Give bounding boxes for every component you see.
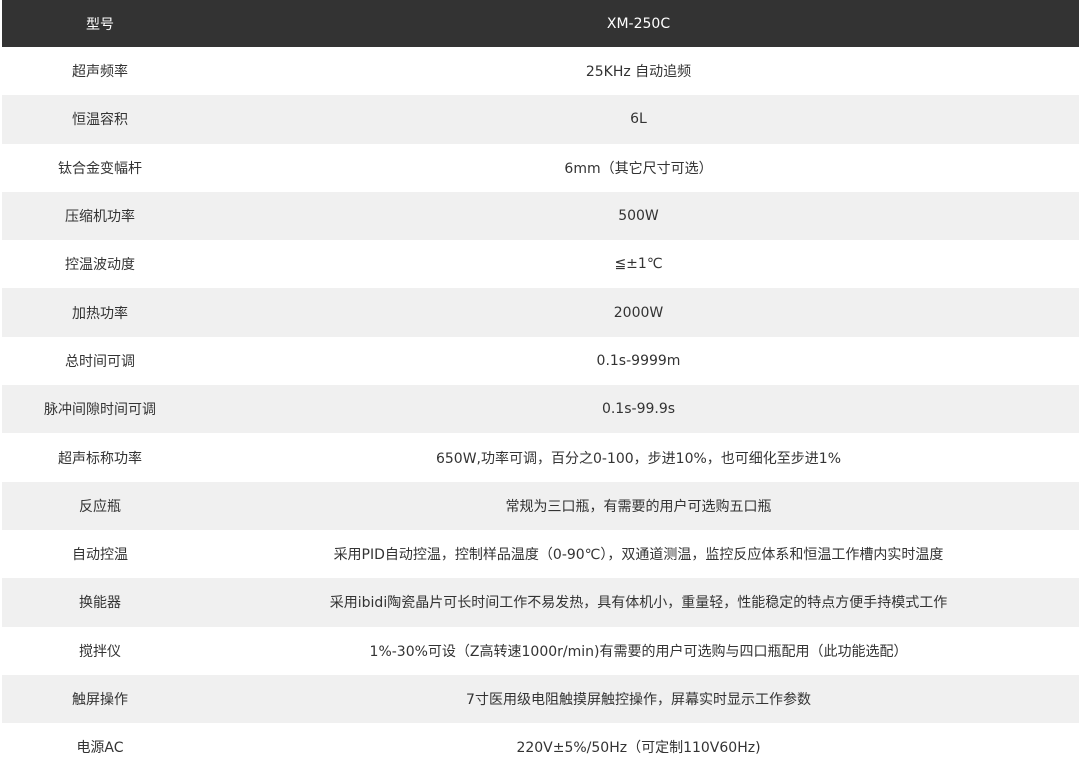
table-row: 换能器 采用ibidi陶瓷晶片可长时间工作不易发热，具有体机小，重量轻，性能稳定的… xyxy=(2,578,1079,627)
row-value: 0.1s-99.9s xyxy=(198,385,1079,434)
row-label: 反应瓶 xyxy=(2,481,198,530)
row-label: 超声频率 xyxy=(72,64,128,81)
row-label: 控温波动度 xyxy=(65,257,135,274)
table-row: 反应瓶 常规为三口瓶，有需要的用户可选购五口瓶 xyxy=(2,481,1079,530)
row-label: 搅拌仪 xyxy=(79,643,121,660)
table-row: 脉冲间隙时间可调 0.1s-99.9s xyxy=(2,385,1079,434)
table-row: 压缩机功率 500W xyxy=(2,191,1079,241)
table-row: 加热功率 2000W xyxy=(2,288,1079,337)
table-row: 超声频率 25KHz 自动追频 xyxy=(2,47,1079,95)
row-label: 恒温容积 xyxy=(2,95,198,144)
row-label: 压缩机功率 xyxy=(2,191,198,241)
row-value: 1%-30%可设（Z高转速1000r/min)有需要的用户可选购与四口瓶配用（此… xyxy=(369,643,908,660)
row-value: 6mm（其它尺寸可选） xyxy=(564,160,713,177)
row-value: 2000W xyxy=(198,288,1079,337)
row-value: ≦±1℃ xyxy=(614,256,663,273)
table-row: 钛合金变幅杆 6mm（其它尺寸可选） xyxy=(2,144,1079,192)
row-label: 超声标称功率 xyxy=(58,450,142,467)
table-row: 恒温容积 6L xyxy=(2,95,1079,144)
row-label: 触屏操作 xyxy=(2,674,198,724)
row-label: 电源AC xyxy=(76,740,124,757)
row-value: 6L xyxy=(198,95,1079,144)
row-value: 采用ibidi陶瓷晶片可长时间工作不易发热，具有体机小，重量轻，性能稳定的特点方… xyxy=(198,578,1079,627)
row-label: 自动控温 xyxy=(72,547,128,564)
table-body: 超声频率 25KHz 自动追频恒温容积 6L 钛合金变幅杆 6mm（其它尺寸可选） 压缩机… xyxy=(2,47,1079,771)
row-label: 换能器 xyxy=(2,578,198,627)
row-label: 脉冲间隙时间可调 xyxy=(2,385,198,434)
table-row: 控温波动度 ≦±1℃ xyxy=(2,240,1079,288)
row-label: 钛合金变幅杆 xyxy=(58,160,142,177)
header-value: XM-250C xyxy=(198,0,1079,47)
table-row: 触屏操作 7寸医用级电阻触摸屏触控操作，屏幕实时显示工作参数 xyxy=(2,674,1079,724)
row-value: 采用PID自动控温，控制样品温度（0-90℃），双通道测温，监控反应体系和恒温工… xyxy=(333,547,944,564)
table-row: 电源AC 220V±5%/50Hz（可定制110V60Hz) xyxy=(2,723,1079,771)
row-value: 7寸医用级电阻触摸屏触控操作，屏幕实时显示工作参数 xyxy=(198,674,1079,724)
table-row: 自动控温 采用PID自动控温，控制样品温度（0-90℃），双通道测温，监控反应体系… xyxy=(2,530,1079,578)
row-value: 500W xyxy=(198,191,1079,241)
row-value: 650W,功率可调，百分之0-100，步进10%，也可细化至步进1% xyxy=(435,450,842,467)
row-value: 常规为三口瓶，有需要的用户可选购五口瓶 xyxy=(198,481,1079,530)
table-row: 超声标称功率 650W,功率可调，百分之0-100，步进10%，也可细化至步进1% xyxy=(2,433,1079,481)
row-label: 总时间可调 xyxy=(65,353,135,370)
row-value: 220V±5%/50Hz（可定制110V60Hz) xyxy=(516,740,761,757)
table-header-row: 型号 XM-250C xyxy=(2,0,1079,47)
row-value: 0.1s-9999m xyxy=(596,352,681,369)
row-value: 25KHz 自动追频 xyxy=(585,64,692,81)
row-label: 加热功率 xyxy=(2,288,198,337)
header-label: 型号 xyxy=(2,0,198,47)
table-row: 搅拌仪 1%-30%可设（Z高转速1000r/min)有需要的用户可选购与四口瓶配… xyxy=(2,627,1079,675)
table-row: 总时间可调 0.1s-9999m xyxy=(2,337,1079,385)
